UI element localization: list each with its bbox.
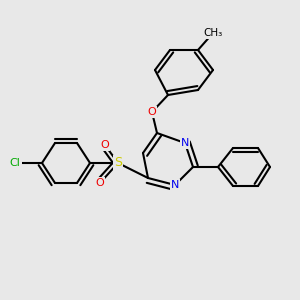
- Text: N: N: [171, 180, 179, 190]
- Text: O: O: [96, 178, 104, 188]
- Text: CH₃: CH₃: [203, 28, 223, 38]
- Text: Cl: Cl: [10, 158, 20, 168]
- Text: N: N: [181, 138, 189, 148]
- Text: O: O: [148, 107, 156, 117]
- Text: S: S: [114, 157, 122, 169]
- Text: O: O: [100, 140, 109, 150]
